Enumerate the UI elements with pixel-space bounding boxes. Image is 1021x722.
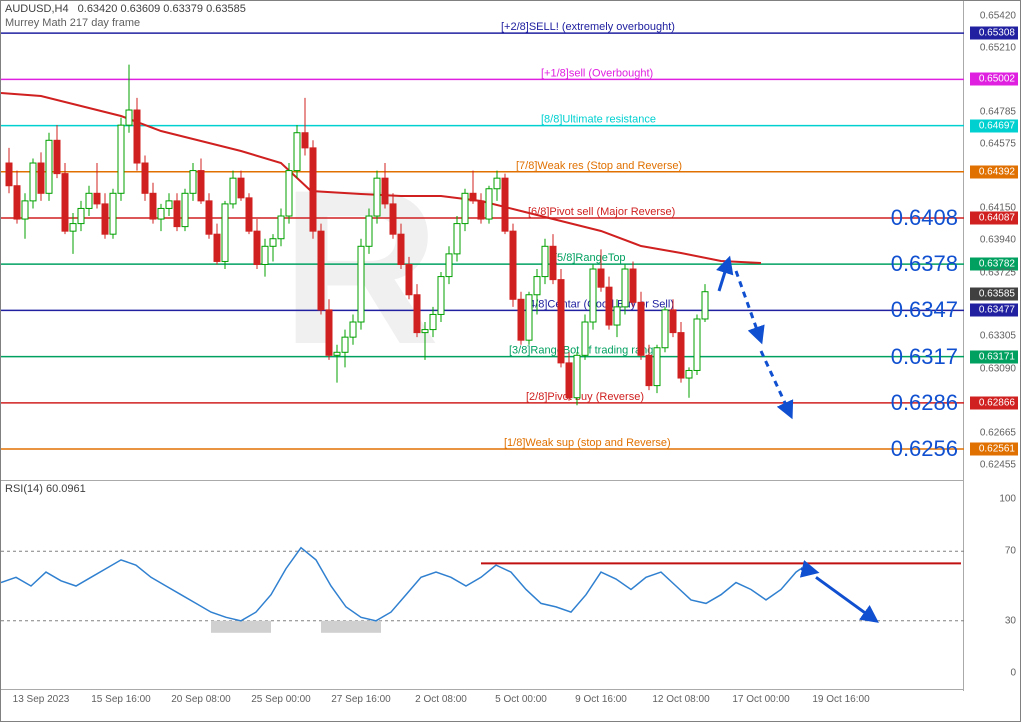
price-level-tag: 0.65308 (970, 27, 1018, 40)
rsi-y-axis: 100 70 30 0 (962, 481, 1020, 691)
current-price-tag: 0.63585 (970, 287, 1018, 300)
x-tick: 5 Oct 00:00 (495, 694, 547, 705)
y-tick: 0.64575 (980, 139, 1016, 150)
y-tick: 0.63725 (980, 267, 1016, 278)
price-level-tag: 0.63477 (970, 304, 1018, 317)
rsi-y-tick: 30 (1005, 615, 1016, 626)
svg-text:[3/8]RangeBot of trading range: [3/8]RangeBot of trading range (509, 345, 659, 357)
chart-container: R AUDUSD,H4 0.63420 0.63609 0.63379 0.63… (0, 0, 1021, 722)
x-tick: 15 Sep 16:00 (91, 694, 151, 705)
price-level-tag: 0.64697 (970, 119, 1018, 132)
rsi-label: RSI(14) 60.0961 (5, 483, 86, 495)
svg-text:[6/8]Pivot sell (Major Reverse: [6/8]Pivot sell (Major Reverse) (528, 206, 675, 218)
price-level-tag: 0.65002 (970, 73, 1018, 86)
x-tick: 9 Oct 16:00 (575, 694, 627, 705)
svg-text:[8/8]Ultimate resistance: [8/8]Ultimate resistance (541, 114, 656, 126)
x-tick: 2 Oct 08:00 (415, 694, 467, 705)
target-price-label: 0.6256 (891, 436, 958, 462)
x-tick: 13 Sep 2023 (13, 694, 70, 705)
x-tick: 20 Sep 08:00 (171, 694, 231, 705)
y-tick: 0.64785 (980, 107, 1016, 118)
target-price-label: 0.6408 (891, 205, 958, 231)
price-chart[interactable]: [+2/8]SELL! (extremely overbought) [+1/8]… (1, 1, 964, 481)
svg-text:[7/8]Weak res (Stop and Revers: [7/8]Weak res (Stop and Reverse) (516, 160, 682, 172)
ohlc-label: 0.63420 0.63609 0.63379 0.63585 (78, 3, 246, 15)
x-tick: 27 Sep 16:00 (331, 694, 391, 705)
x-tick: 25 Sep 00:00 (251, 694, 311, 705)
rsi-panel[interactable]: RSI(14) 60.0961 (1, 481, 964, 691)
x-tick: 19 Oct 16:00 (812, 694, 869, 705)
rsi-svg (1, 481, 964, 691)
price-y-axis: 0.653080.650020.646970.643920.640870.637… (962, 1, 1020, 481)
svg-text:[4/8]Centar (Good Buy or Sell): [4/8]Centar (Good Buy or Sell) (526, 298, 674, 310)
price-level-tag: 0.62866 (970, 396, 1018, 409)
time-x-axis: 13 Sep 2023 15 Sep 16:00 20 Sep 08:00 25 Se… (1, 689, 964, 721)
x-tick: 17 Oct 00:00 (732, 694, 789, 705)
price-level-tag: 0.64392 (970, 165, 1018, 178)
indicator-label: Murrey Math 217 day frame (5, 17, 140, 29)
y-tick: 0.63305 (980, 331, 1016, 342)
target-price-label: 0.6378 (891, 251, 958, 277)
rsi-y-tick: 70 (1005, 546, 1016, 557)
price-level-tag: 0.62561 (970, 443, 1018, 456)
target-price-label: 0.6317 (891, 344, 958, 370)
price-level-tag: 0.63171 (970, 350, 1018, 363)
rsi-y-tick: 100 (999, 494, 1016, 505)
y-tick: 0.65420 (980, 11, 1016, 22)
svg-text:[+2/8]SELL! (extremely overbou: [+2/8]SELL! (extremely overbought) (501, 21, 675, 33)
rsi-y-tick: 0 (1010, 668, 1016, 679)
svg-text:[5/8]RangeTop: [5/8]RangeTop (554, 252, 626, 264)
svg-text:[+1/8]sell (Overbought): [+1/8]sell (Overbought) (541, 67, 653, 79)
y-tick: 0.65210 (980, 42, 1016, 53)
y-tick: 0.62455 (980, 460, 1016, 471)
y-tick: 0.62665 (980, 428, 1016, 439)
x-tick: 12 Oct 08:00 (652, 694, 709, 705)
y-tick: 0.64150 (980, 203, 1016, 214)
svg-text:[1/8]Weak sup (stop and Revers: [1/8]Weak sup (stop and Reverse) (504, 437, 671, 449)
y-tick: 0.63090 (980, 363, 1016, 374)
target-price-label: 0.6347 (891, 297, 958, 323)
target-price-label: 0.6286 (891, 390, 958, 416)
price-chart-svg: [+2/8]SELL! (extremely overbought) [+1/8]… (1, 1, 964, 481)
y-tick: 0.63940 (980, 235, 1016, 246)
chart-header: AUDUSD,H4 0.63420 0.63609 0.63379 0.6358… (5, 3, 246, 15)
symbol-label: AUDUSD,H4 (5, 3, 69, 15)
svg-text:[2/8]Pivot buy (Reverse): [2/8]Pivot buy (Reverse) (526, 391, 644, 403)
